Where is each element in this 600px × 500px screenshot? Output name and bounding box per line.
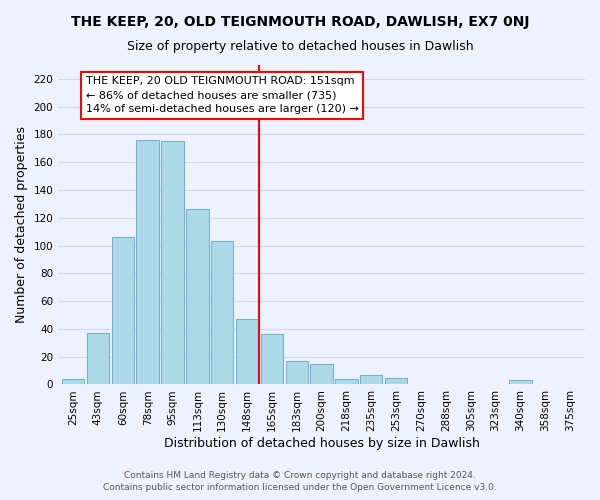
Text: THE KEEP, 20 OLD TEIGNMOUTH ROAD: 151sqm
← 86% of detached houses are smaller (7: THE KEEP, 20 OLD TEIGNMOUTH ROAD: 151sqm… [86,76,358,114]
Text: Contains HM Land Registry data © Crown copyright and database right 2024.
Contai: Contains HM Land Registry data © Crown c… [103,471,497,492]
Bar [385,378,407,384]
Y-axis label: Number of detached properties: Number of detached properties [15,126,28,323]
Bar [260,334,283,384]
Bar [62,379,84,384]
Text: THE KEEP, 20, OLD TEIGNMOUTH ROAD, DAWLISH, EX7 0NJ: THE KEEP, 20, OLD TEIGNMOUTH ROAD, DAWLI… [71,15,529,29]
Bar [136,140,159,384]
Bar [236,319,258,384]
Text: Size of property relative to detached houses in Dawlish: Size of property relative to detached ho… [127,40,473,53]
Bar [161,142,184,384]
Bar [186,210,209,384]
Bar [509,380,532,384]
Bar [87,333,109,384]
Bar [310,364,333,384]
Bar [360,374,382,384]
X-axis label: Distribution of detached houses by size in Dawlish: Distribution of detached houses by size … [164,437,479,450]
Bar [286,361,308,384]
Bar [211,242,233,384]
Bar [112,237,134,384]
Bar [335,379,358,384]
